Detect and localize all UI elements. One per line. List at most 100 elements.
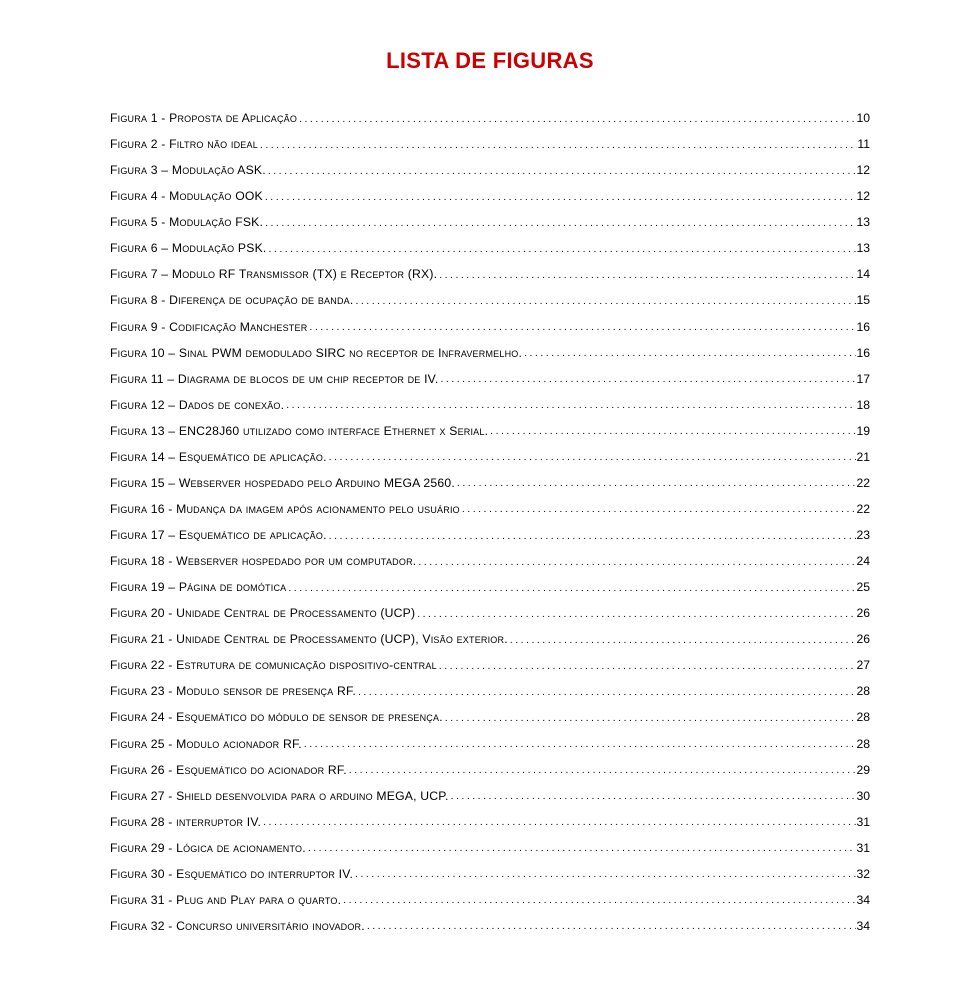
toc-row: Figura 25 - Modulo acionador RF.28 (110, 736, 870, 752)
toc-leader-dots (297, 112, 856, 126)
toc-entry-label: Figura 19 – Página de domótica (110, 579, 286, 595)
toc-entry-label: Figura 12 – Dados de conexão. (110, 397, 284, 413)
toc-entry-label: Figura 20 - Unidade Central de Processam… (110, 605, 415, 621)
toc-leader-dots (437, 659, 857, 673)
toc-row: Figura 21 - Unidade Central de Processam… (110, 631, 870, 647)
toc-row: Figura 4 - Modulação OOK12 (110, 188, 870, 204)
toc-leader-dots (327, 450, 857, 464)
toc-entry-label: Figura 28 - interruptor IV. (110, 814, 261, 830)
toc-entry-label: Figura 1 - Proposta de Aplicação (110, 110, 297, 126)
toc-leader-dots (306, 841, 857, 855)
toc-entry-page: 28 (856, 709, 870, 725)
toc-row: Figura 20 - Unidade Central de Processam… (110, 605, 870, 621)
toc-row: Figura 23 - Modulo sensor de presença RF… (110, 683, 870, 699)
page-title: LISTA DE FIGURAS (110, 48, 870, 74)
toc-leader-dots (353, 867, 856, 881)
toc-entry-page: 19 (856, 423, 870, 439)
toc-leader-dots (455, 476, 857, 490)
toc-leader-dots (307, 320, 856, 334)
toc-row: Figura 5 - Modulação FSK.13 (110, 214, 870, 230)
toc-entry-label: Figura 31 - Plug and Play para o quarto. (110, 892, 341, 908)
toc-entry-page: 16 (856, 345, 870, 361)
toc-row: Figura 13 – ENC28J60 utilizado como inte… (110, 423, 870, 439)
toc-entry-label: Figura 14 – Esquemático de aplicação. (110, 449, 327, 465)
toc-leader-dots (302, 737, 857, 751)
toc-entry-page: 17 (856, 371, 870, 387)
toc-entry-page: 11 (857, 136, 870, 152)
toc-leader-dots (347, 763, 857, 777)
toc-entry-label: Figura 18 - Webserver hospedado por um c… (110, 553, 416, 569)
toc-leader-dots (286, 581, 856, 595)
toc-entry-page: 15 (856, 292, 870, 308)
toc-entry-label: Figura 16 - Mudança da imagem após acion… (110, 501, 460, 517)
toc-leader-dots (365, 919, 857, 933)
toc-entry-page: 13 (856, 240, 870, 256)
toc-row: Figura 24 - Esquemático do módulo de sen… (110, 709, 870, 725)
toc-entry-label: Figura 21 - Unidade Central de Processam… (110, 631, 508, 647)
toc-entry-page: 30 (856, 788, 870, 804)
toc-leader-dots (266, 242, 856, 256)
toc-row: Figura 30 - Esquemático do interruptor I… (110, 866, 870, 882)
toc-entry-label: Figura 11 – Diagrama de blocos de um chi… (110, 371, 438, 387)
toc-entry-label: Figura 27 - Shield desenvolvida para o a… (110, 788, 449, 804)
toc-leader-dots (438, 372, 856, 386)
toc-entry-label: Figura 7 – Modulo RF Transmissor (TX) e … (110, 266, 437, 282)
toc-entry-page: 22 (856, 475, 870, 491)
toc-entry-page: 34 (856, 892, 870, 908)
toc-leader-dots (415, 607, 856, 621)
toc-entry-label: Figura 2 - Filtro não ideal (110, 136, 258, 152)
toc-entry-label: Figura 13 – ENC28J60 utilizado como inte… (110, 423, 488, 439)
toc-entry-label: Figura 15 – Webserver hospedado pelo Ard… (110, 475, 455, 491)
toc-entry-label: Figura 8 - Diferença de ocupação de band… (110, 292, 353, 308)
toc-row: Figura 1 - Proposta de Aplicação10 (110, 110, 870, 126)
toc-leader-dots (341, 893, 856, 907)
toc-row: Figura 18 - Webserver hospedado por um c… (110, 553, 870, 569)
toc-entry-page: 29 (856, 762, 870, 778)
toc-entry-page: 26 (856, 605, 870, 621)
toc-row: Figura 12 – Dados de conexão. 18 (110, 397, 870, 413)
table-of-contents: Figura 1 - Proposta de Aplicação10Figura… (110, 110, 870, 934)
toc-entry-page: 23 (856, 527, 870, 543)
toc-leader-dots (261, 815, 856, 829)
toc-entry-page: 32 (856, 866, 870, 882)
toc-row: Figura 10 – Sinal PWM demodulado SIRC no… (110, 345, 870, 361)
toc-leader-dots (416, 555, 856, 569)
toc-row: Figura 32 - Concurso universitário inova… (110, 918, 870, 934)
toc-entry-label: Figura 4 - Modulação OOK (110, 188, 263, 204)
toc-row: Figura 15 – Webserver hospedado pelo Ard… (110, 475, 870, 491)
toc-entry-page: 12 (856, 162, 870, 178)
toc-entry-page: 14 (856, 266, 870, 282)
toc-row: Figura 31 - Plug and Play para o quarto.… (110, 892, 870, 908)
toc-entry-label: Figura 30 - Esquemático do interruptor I… (110, 866, 353, 882)
toc-leader-dots (443, 711, 857, 725)
toc-row: Figura 26 - Esquemático do acionador RF.… (110, 762, 870, 778)
toc-entry-page: 28 (856, 736, 870, 752)
toc-entry-page: 22 (856, 501, 870, 517)
toc-leader-dots (266, 164, 857, 178)
toc-leader-dots (449, 789, 857, 803)
toc-entry-label: Figura 23 - Modulo sensor de presença RF… (110, 683, 356, 699)
toc-row: Figura 19 – Página de domótica25 (110, 579, 870, 595)
toc-row: Figura 14 – Esquemático de aplicação. 21 (110, 449, 870, 465)
toc-entry-page: 21 (856, 449, 870, 465)
toc-row: Figura 16 - Mudança da imagem após acion… (110, 501, 870, 517)
toc-row: Figura 6 – Modulação PSK.13 (110, 240, 870, 256)
toc-leader-dots (460, 502, 857, 516)
toc-entry-page: 18 (856, 397, 870, 413)
toc-entry-label: Figura 9 - Codificação Manchester (110, 319, 307, 335)
toc-leader-dots (263, 216, 856, 230)
toc-entry-page: 34 (856, 918, 870, 934)
toc-row: Figura 3 – Modulação ASK. 12 (110, 162, 870, 178)
toc-row: Figura 27 - Shield desenvolvida para o a… (110, 788, 870, 804)
toc-entry-label: Figura 3 – Modulação ASK. (110, 162, 266, 178)
toc-leader-dots (258, 138, 857, 152)
toc-row: Figura 8 - Diferença de ocupação de band… (110, 292, 870, 308)
toc-row: Figura 9 - Codificação Manchester16 (110, 319, 870, 335)
toc-entry-label: Figura 24 - Esquemático do módulo de sen… (110, 709, 443, 725)
toc-entry-page: 31 (856, 840, 870, 856)
toc-entry-label: Figura 22 - Estrutura de comunicação dis… (110, 657, 437, 673)
toc-row: Figura 22 - Estrutura de comunicação dis… (110, 657, 870, 673)
toc-leader-dots (327, 529, 857, 543)
toc-row: Figura 7 – Modulo RF Transmissor (TX) e … (110, 266, 870, 282)
toc-entry-page: 28 (856, 683, 870, 699)
